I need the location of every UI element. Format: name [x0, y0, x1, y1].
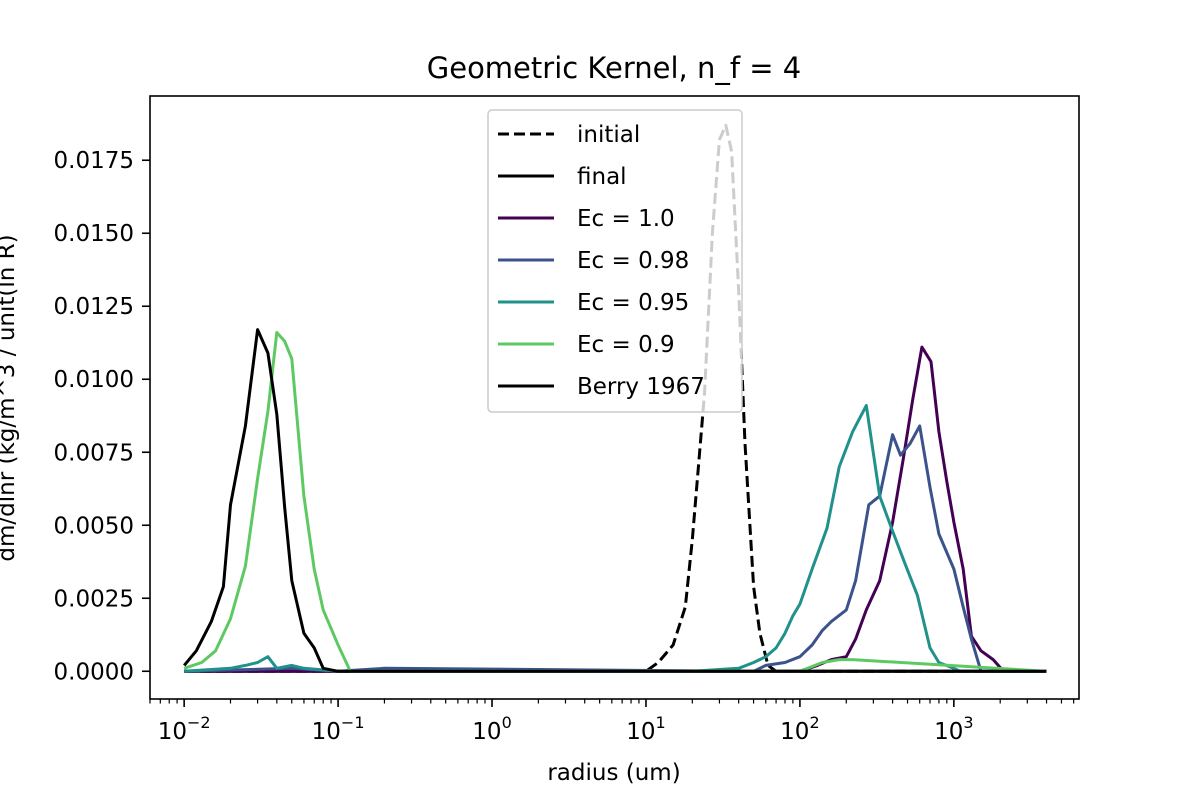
- legend-box: [487, 109, 743, 413]
- plot-area: [183, 123, 1047, 673]
- legend-label: Ec = 0.95: [577, 290, 689, 316]
- y-tick-label: 0.0075: [54, 440, 134, 466]
- legend-label: final: [577, 164, 627, 190]
- x-tick-label: 101: [626, 713, 665, 745]
- y-tick-label: 0.0175: [54, 148, 134, 174]
- series-line-7: [183, 328, 1047, 673]
- y-axis: 0.0000 0.0025 0.0050 0.0075 0.0100 0.0125 0.01…: [54, 148, 150, 685]
- y-tick-label: 0.0000: [54, 659, 134, 685]
- y-tick-label: 0.0100: [54, 367, 134, 393]
- y-axis-label: dm/dlnr (kg/m^3 / unit(ln R): [0, 234, 20, 561]
- x-tick-label: 103: [934, 713, 973, 745]
- series-line-4: [184, 424, 1047, 673]
- legend-label: Ec = 0.98: [577, 248, 689, 274]
- x-tick-label: 10−2: [158, 713, 211, 745]
- y-tick-label: 0.0025: [54, 586, 134, 612]
- legend-label: initial: [577, 122, 640, 148]
- legend-label: Ec = 0.9: [577, 332, 675, 358]
- plot-frame: [149, 95, 1080, 700]
- y-tick-label: 0.0050: [54, 513, 134, 539]
- x-axis-label: radius (um): [547, 760, 680, 786]
- series-line-6: [183, 331, 1047, 673]
- legend: initial final Ec = 1.0 Ec = 0.98 Ec = 0.95 Ec…: [487, 109, 743, 413]
- legend-label: Berry 1967: [577, 374, 705, 400]
- x-tick-label: 102: [780, 713, 819, 745]
- x-tick-label: 10−1: [312, 713, 365, 745]
- x-tick-label: 100: [472, 713, 511, 745]
- x-axis: 10−2 10−1 100 101 102 103: [149, 699, 1075, 745]
- legend-label: Ec = 1.0: [577, 206, 675, 232]
- y-tick-label: 0.0150: [54, 221, 134, 247]
- chart-title: Geometric Kernel, n_f = 4: [427, 51, 801, 85]
- y-tick-label: 0.0125: [54, 294, 134, 320]
- series-line-5: [184, 404, 1047, 673]
